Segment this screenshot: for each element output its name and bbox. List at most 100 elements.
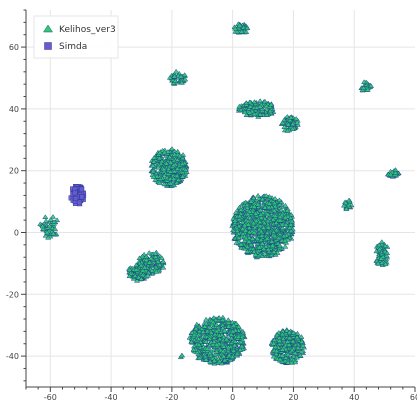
point-triangle xyxy=(178,352,185,358)
point-triangle xyxy=(155,259,162,264)
point-triangle xyxy=(257,103,264,109)
point-triangle xyxy=(243,100,250,105)
point-triangle xyxy=(237,207,245,212)
point-triangle xyxy=(343,206,350,212)
point-triangle xyxy=(378,239,385,244)
legend-box xyxy=(33,15,119,59)
point-triangle xyxy=(133,267,140,272)
legend-marker-triangle xyxy=(43,24,53,33)
point-triangle xyxy=(172,78,179,83)
point-triangle xyxy=(298,348,305,354)
data-points xyxy=(37,21,402,366)
point-triangle xyxy=(160,264,167,270)
point-triangle xyxy=(156,180,163,185)
point-triangle xyxy=(174,166,181,171)
point-triangle xyxy=(263,112,270,117)
point-triangle xyxy=(271,208,278,213)
point-triangle xyxy=(259,196,266,202)
point-triangle xyxy=(387,171,394,177)
point-triangle xyxy=(236,103,243,109)
point-triangle xyxy=(250,195,257,200)
point-triangle xyxy=(170,162,177,168)
point-triangle xyxy=(375,260,382,266)
point-triangle xyxy=(213,328,220,334)
point-triangle xyxy=(259,253,266,258)
point-triangle xyxy=(282,202,289,208)
point-triangle xyxy=(261,98,268,104)
point-triangle xyxy=(171,73,178,79)
point-triangle xyxy=(220,334,227,340)
x-tick-label: -20 xyxy=(165,393,178,402)
point-triangle xyxy=(212,351,219,357)
point-triangle xyxy=(153,268,160,274)
point-triangle xyxy=(293,119,301,125)
point-triangle xyxy=(258,215,265,220)
point-triangle xyxy=(195,336,202,341)
point-triangle xyxy=(204,346,211,351)
point-triangle xyxy=(155,164,162,170)
point-triangle xyxy=(245,106,253,111)
point-triangle xyxy=(257,207,264,213)
point-triangle xyxy=(284,359,292,365)
point-triangle xyxy=(236,213,243,219)
point-triangle xyxy=(39,223,46,229)
point-square xyxy=(79,186,85,192)
point-triangle xyxy=(244,248,251,254)
point-triangle xyxy=(251,99,258,104)
point-triangle xyxy=(286,224,293,230)
legend[interactable]: Kelihos_ver3 Simda xyxy=(33,15,119,59)
point-square xyxy=(79,194,85,200)
point-triangle xyxy=(243,202,250,208)
point-triangle xyxy=(246,225,253,230)
legend-item[interactable]: Simda xyxy=(44,42,88,52)
y-tick-label: 0 xyxy=(14,228,19,237)
point-triangle xyxy=(221,327,228,333)
point-triangle xyxy=(252,251,259,257)
point-triangle xyxy=(225,323,232,329)
point-triangle xyxy=(243,29,250,34)
point-triangle xyxy=(279,222,286,227)
point-triangle xyxy=(279,331,286,337)
point-triangle xyxy=(171,168,178,174)
point-triangle xyxy=(258,228,265,234)
point-triangle xyxy=(246,99,254,105)
point-triangle xyxy=(182,76,189,82)
y-tick-label: -20 xyxy=(6,290,19,299)
point-triangle xyxy=(257,111,264,117)
point-triangle xyxy=(223,336,230,342)
point-triangle xyxy=(361,79,368,84)
point-triangle xyxy=(281,237,289,243)
point-triangle xyxy=(244,211,251,217)
point-triangle xyxy=(298,334,305,339)
point-triangle xyxy=(280,233,287,239)
point-triangle xyxy=(178,79,185,85)
point-triangle xyxy=(150,174,157,179)
point-triangle xyxy=(191,332,198,338)
point-triangle xyxy=(167,169,174,174)
point-triangle xyxy=(196,355,203,361)
point-triangle xyxy=(376,242,383,248)
legend-item[interactable]: Kelihos_ver3 xyxy=(43,24,116,35)
y-tick-label: -40 xyxy=(6,352,19,361)
point-triangle xyxy=(206,336,213,341)
point-triangle xyxy=(297,352,304,358)
point-triangle xyxy=(220,348,227,354)
point-triangle xyxy=(248,198,255,204)
point-triangle xyxy=(246,215,253,221)
point-triangle xyxy=(252,211,259,216)
point-triangle xyxy=(141,264,148,270)
point-triangle xyxy=(150,168,157,174)
y-tick-label: 60 xyxy=(9,43,19,52)
point-triangle xyxy=(279,225,286,231)
point-triangle xyxy=(271,249,278,254)
y-tick-label: 40 xyxy=(9,105,19,114)
point-triangle xyxy=(161,149,168,155)
point-triangle xyxy=(242,227,249,233)
point-triangle xyxy=(376,246,383,252)
point-triangle xyxy=(232,338,239,344)
point-triangle xyxy=(160,258,167,264)
point-triangle xyxy=(208,330,215,335)
x-tick-label: 40 xyxy=(349,393,359,402)
point-triangle xyxy=(286,329,293,335)
point-triangle xyxy=(342,200,349,206)
